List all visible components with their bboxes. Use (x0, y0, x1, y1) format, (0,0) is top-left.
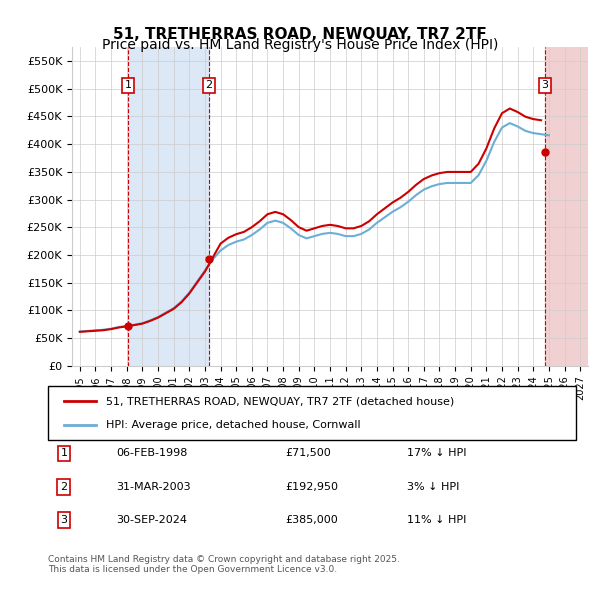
Text: 3: 3 (542, 80, 548, 90)
Text: 3% ↓ HPI: 3% ↓ HPI (407, 482, 460, 491)
Text: Contains HM Land Registry data © Crown copyright and database right 2025.
This d: Contains HM Land Registry data © Crown c… (48, 555, 400, 574)
Text: £385,000: £385,000 (286, 515, 338, 525)
Text: 2: 2 (60, 482, 67, 491)
Bar (128, 47, 209, 366)
Point (540, 148, 550, 157)
Text: 17% ↓ HPI: 17% ↓ HPI (407, 448, 467, 458)
Text: 51, TRETHERRAS ROAD, NEWQUAY, TR7 2TF (detached house): 51, TRETHERRAS ROAD, NEWQUAY, TR7 2TF (d… (106, 396, 454, 407)
Text: £71,500: £71,500 (286, 448, 331, 458)
Text: 06-FEB-1998: 06-FEB-1998 (116, 448, 188, 458)
Text: 31-MAR-2003: 31-MAR-2003 (116, 482, 191, 491)
FancyBboxPatch shape (48, 386, 576, 440)
Text: 1: 1 (125, 80, 131, 90)
Text: Price paid vs. HM Land Registry's House Price Index (HPI): Price paid vs. HM Land Registry's House … (102, 38, 498, 53)
Text: 11% ↓ HPI: 11% ↓ HPI (407, 515, 466, 525)
Text: 1: 1 (61, 448, 67, 458)
Text: 2: 2 (205, 80, 212, 90)
Text: £192,950: £192,950 (286, 482, 338, 491)
Point (204, 254, 214, 264)
Point (124, 322, 133, 331)
Text: 3: 3 (61, 515, 67, 525)
Text: 51, TRETHERRAS ROAD, NEWQUAY, TR7 2TF: 51, TRETHERRAS ROAD, NEWQUAY, TR7 2TF (113, 27, 487, 41)
Text: HPI: Average price, detached house, Cornwall: HPI: Average price, detached house, Corn… (106, 419, 361, 430)
Text: 30-SEP-2024: 30-SEP-2024 (116, 515, 188, 525)
Bar (545, 47, 588, 366)
